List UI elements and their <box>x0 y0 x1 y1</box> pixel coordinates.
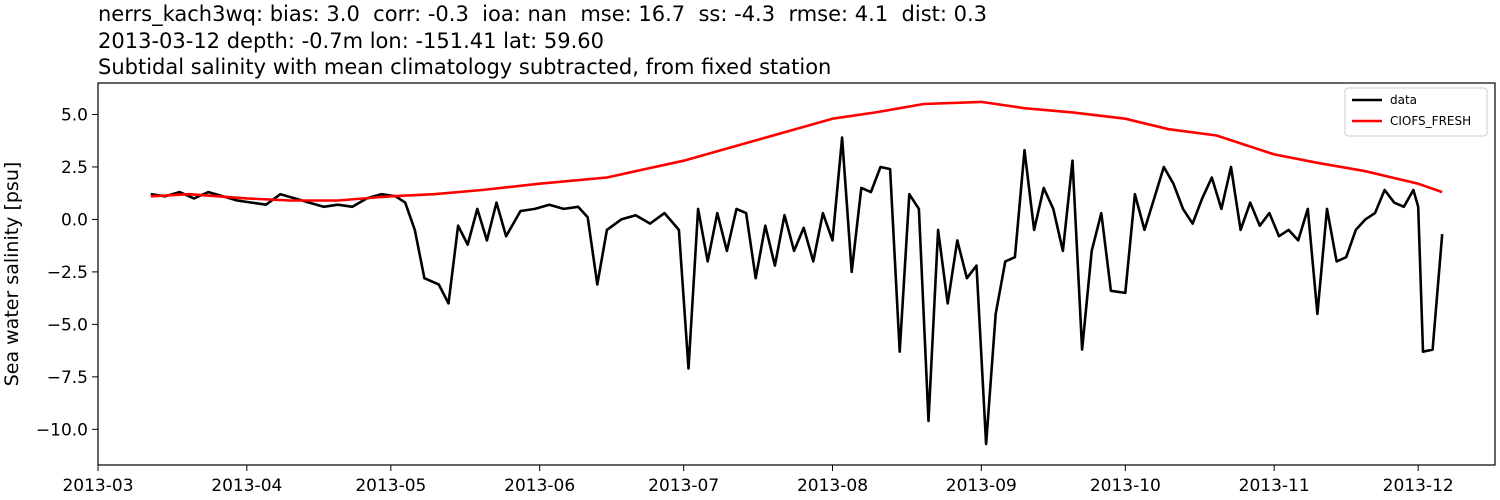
plot-frame <box>97 82 1496 466</box>
x-tick-label: 2013-06 <box>504 476 575 496</box>
x-tick-label: 2013-07 <box>648 476 719 496</box>
x-tick-label: 2013-08 <box>797 476 868 496</box>
y-tick-label: −5.0 <box>47 315 88 335</box>
y-tick-label: −2.5 <box>47 263 88 283</box>
series-line-ciofs-fresh <box>150 100 1443 202</box>
y-axis-label: Sea water salinity [psu] <box>1 162 23 387</box>
series-line-data <box>150 136 1444 446</box>
legend-label-data: data <box>1390 93 1417 107</box>
x-tick-label: 2013-04 <box>211 476 282 496</box>
y-axis: 5.0 2.5 0.0 −2.5 −5.0 −7.5 −10.0 <box>36 105 98 440</box>
x-axis: 2013-03 2013-04 2013-05 2013-06 2013-07 2013-… <box>62 465 1454 496</box>
legend-label-ciofs-fresh: CIOFS_FRESH <box>1390 114 1471 128</box>
x-tick-label: 2013-03 <box>62 476 133 496</box>
y-tick-label: 0.0 <box>61 210 88 230</box>
x-tick-label: 2013-09 <box>946 476 1017 496</box>
chart-title-line-2: 2013-03-12 depth: -0.7m lon: -151.41 lat… <box>98 29 604 53</box>
chart-title-line-1: nerrs_kach3wq: bias: 3.0 corr: -0.3 ioa:… <box>98 2 988 26</box>
x-tick-label: 2013-11 <box>1239 476 1310 496</box>
x-tick-label: 2013-10 <box>1090 476 1161 496</box>
y-tick-label: −10.0 <box>36 420 88 440</box>
chart-title-line-3: Subtidal salinity with mean climatology … <box>98 55 832 79</box>
legend: data CIOFS_FRESH <box>1344 87 1488 137</box>
x-tick-label: 2013-05 <box>355 476 426 496</box>
y-tick-label: −7.5 <box>47 368 88 388</box>
y-tick-label: 2.5 <box>61 158 88 178</box>
series-layer <box>150 100 1444 446</box>
x-tick-label: 2013-12 <box>1383 476 1454 496</box>
y-tick-label: 5.0 <box>61 105 88 125</box>
